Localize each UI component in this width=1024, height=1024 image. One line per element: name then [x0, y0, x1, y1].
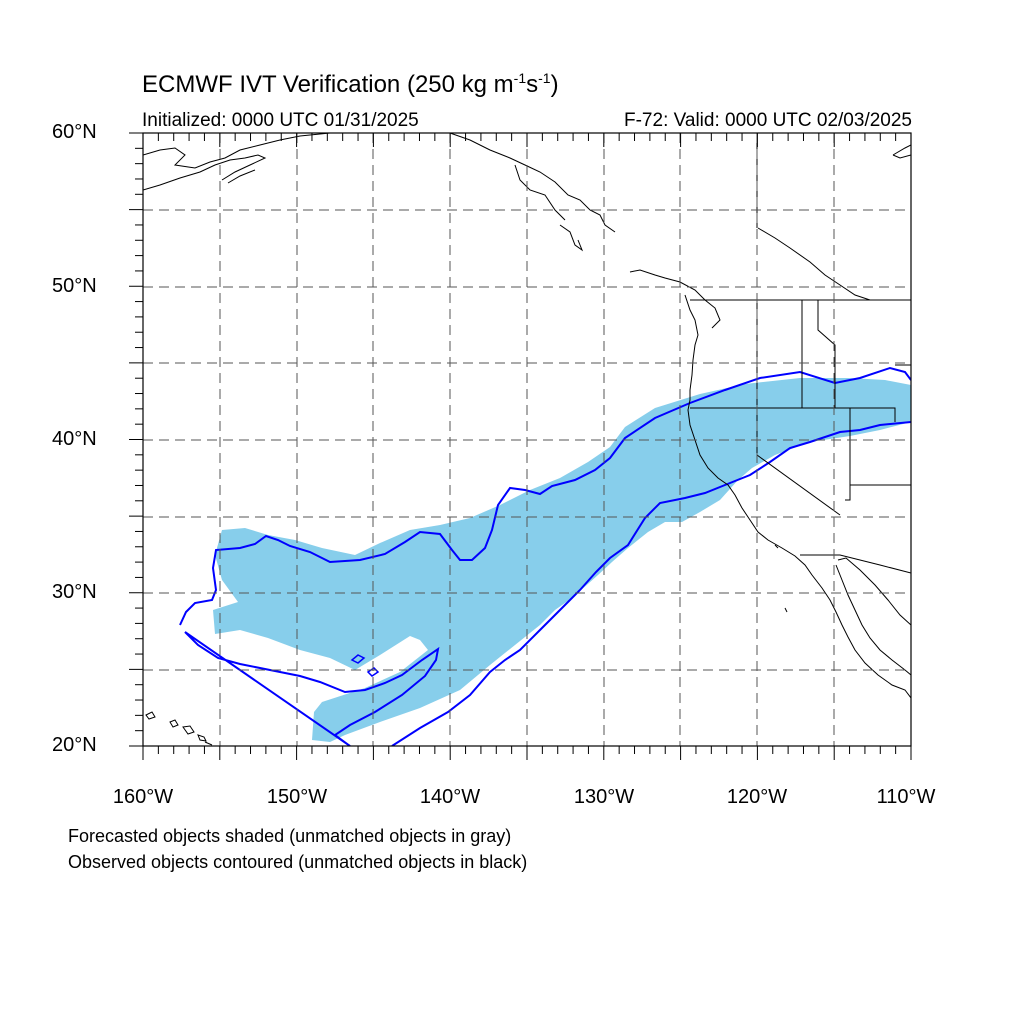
lat-label-60n: 60°N	[52, 121, 97, 143]
lon-label-140w: 140°W	[419, 786, 481, 808]
observed-object-contour	[179, 366, 911, 746]
lat-label-40n: 40°N	[52, 428, 97, 450]
lon-label-120w: 120°W	[726, 786, 788, 808]
graticule	[143, 133, 911, 746]
lon-label-110w: 110°W	[876, 786, 936, 808]
lon-label-130w: 130°W	[573, 786, 635, 808]
lat-label-50n: 50°N	[52, 275, 97, 297]
lat-label-30n: 30°N	[52, 581, 97, 603]
observed-note: Observed objects contoured (unmatched ob…	[68, 852, 528, 872]
forecast-note: Forecasted objects shaded (unmatched obj…	[68, 826, 512, 846]
islands	[145, 544, 788, 746]
observed-object-small-2	[366, 667, 380, 677]
valid-time: F-72: Valid: 0000 UTC 02/03/2025	[624, 110, 912, 131]
observed-object-small-1	[350, 654, 366, 664]
lon-label-150w: 150°W	[266, 786, 328, 808]
lat-label-20n: 20°N	[52, 734, 97, 756]
political-borders	[690, 133, 911, 574]
axis-ticks	[129, 132, 912, 760]
initialized-time: Initialized: 0000 UTC 01/31/2025	[142, 110, 419, 131]
lon-label-160w: 160°W	[112, 786, 174, 808]
forecast-object	[213, 378, 911, 742]
map-title: ECMWF IVT Verification (250 kg m-1s-1)	[142, 70, 559, 98]
